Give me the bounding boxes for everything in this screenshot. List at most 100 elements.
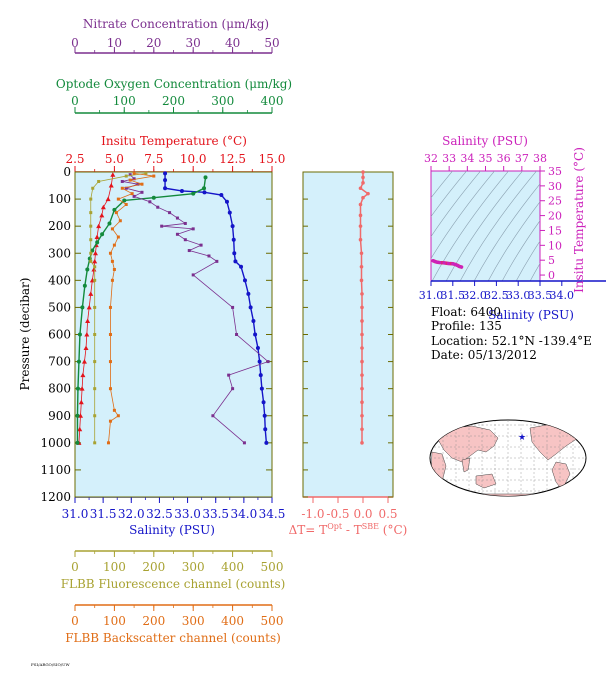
pressure-tick-label: 300 (48, 246, 71, 260)
oxygen-point (75, 413, 80, 418)
ts-point (446, 261, 451, 266)
temperature-tick-label: 10.0 (180, 152, 207, 166)
pressure-tick-label: 0 (63, 165, 71, 179)
ts-contour (445, 171, 523, 281)
fluorescence-point (93, 414, 97, 418)
ts-contour (529, 262, 540, 281)
oxygen-tick-label: 200 (162, 94, 185, 108)
temperature-point (92, 258, 98, 264)
fluorescence-tick-label: 200 (142, 560, 165, 574)
ts-top-tick-label: 34 (460, 152, 474, 165)
world-map: ★ (429, 419, 587, 497)
backscatter-tick-label: 500 (261, 614, 284, 628)
backscatter-point (110, 278, 114, 282)
nitrate-axis: Nitrate Concentration (μm/kg) 0 10 20 30 40 5… (71, 17, 280, 54)
ts-contour (431, 171, 495, 260)
pressure-axis: 0 100 200 300 400 500 600 700 800 900 1000 1100 1200 (40, 165, 272, 504)
delta-point (358, 213, 363, 218)
fluorescence-point (93, 265, 97, 269)
delta-point (358, 202, 363, 207)
fluorescence-point (93, 441, 97, 445)
backscatter-point (108, 387, 112, 391)
ts-top-tick-label: 35 (479, 152, 493, 165)
backscatter-point (108, 305, 112, 309)
salinity-point (257, 359, 262, 364)
pressure-axis-label: Pressure (decibar) (18, 278, 32, 391)
fluorescence-point (89, 251, 93, 255)
backscatter-axis-label: FLBB Backscatter channel (counts) (65, 631, 281, 645)
float-info-date: Date: 05/13/2012 (431, 348, 537, 362)
backscatter-point (108, 251, 112, 255)
nitrate-point (132, 177, 136, 181)
float-info-location: Location: 52.1°N -139.4°E (431, 334, 592, 348)
backscatter-point (116, 235, 120, 239)
oxygen-point (122, 198, 127, 203)
fluorescence-tick-label: 500 (261, 560, 284, 574)
delta-tick-label: -1.0 (301, 507, 324, 521)
profile-plot-area (74, 171, 273, 498)
backscatter-point (130, 192, 134, 196)
oxygen-point (80, 305, 85, 310)
ts-contour (515, 240, 540, 281)
ts-right-axis-label: Insitu Temperature (°C) (572, 147, 586, 293)
delta-axis: -1.0 -0.5 0.0 0.5 (301, 171, 398, 521)
delta-point (360, 359, 364, 364)
delta-point (360, 441, 364, 445)
salinity-line (164, 173, 268, 443)
float-info-profile: Profile: 135 (431, 319, 502, 333)
backscatter-point (124, 203, 128, 206)
backscatter-point (110, 259, 114, 263)
land-australia (475, 473, 497, 489)
delta-tick-label: 0.5 (378, 507, 397, 521)
fluorescence-point (91, 186, 95, 190)
salinity-point (219, 193, 224, 198)
fluorescence-point (89, 224, 93, 228)
temperature-point (78, 413, 84, 418)
backscatter-point (108, 333, 112, 336)
delta-plot-area (302, 171, 394, 498)
oxygen-point (82, 283, 87, 288)
delta-point (360, 332, 364, 337)
fluorescence-tick-label: 400 (221, 560, 244, 574)
oxygen-point (100, 232, 105, 237)
delta-point (361, 175, 365, 180)
nitrate-axis-label: Nitrate Concentration (μm/kg) (83, 17, 269, 31)
delta-point (359, 251, 364, 256)
salinity-point (264, 440, 269, 445)
oxygen-point (77, 332, 82, 337)
ts-top-tick-label: 38 (533, 152, 547, 165)
nitrate-point (128, 173, 132, 177)
ts-right-tick-label: 30 (548, 180, 562, 193)
pressure-tick-label: 100 (48, 192, 71, 206)
salinity-point (253, 332, 258, 337)
fluorescence-point (144, 171, 148, 175)
oxygen-point (75, 386, 80, 391)
salinity-point (251, 318, 256, 323)
ts-contour (431, 171, 509, 281)
ts-series-group (431, 259, 464, 269)
oxygen-point (191, 191, 196, 196)
ts-right-tick-label: 15 (548, 224, 562, 237)
temperature-point (79, 386, 85, 391)
temperature-point (92, 250, 98, 256)
ts-bottom-tick-label: 34.0 (550, 289, 575, 302)
ts-contour (473, 183, 540, 281)
pressure-tick-label: 800 (48, 382, 71, 396)
oxygen-axis-label: Optode Oxygen Concentration (μm/kg) (56, 77, 292, 91)
oxygen-tick-label: 400 (261, 94, 284, 108)
oxygen-point (202, 186, 207, 191)
fluorescence-point (93, 387, 97, 391)
backscatter-point (114, 211, 118, 215)
backscatter-point (116, 414, 120, 418)
backscatter-point (106, 441, 110, 445)
ts-density-contours (431, 171, 540, 281)
delta-point (360, 413, 364, 418)
oxygen-point (112, 207, 117, 212)
fluorescence-tick-label: 300 (182, 560, 205, 574)
ts-top-tick-label: 32 (424, 152, 438, 165)
ts-bottom-tick-label: 31.5 (441, 289, 466, 302)
nitrate-point (148, 200, 152, 204)
temperature-point (100, 204, 106, 210)
temperature-point (86, 304, 92, 310)
